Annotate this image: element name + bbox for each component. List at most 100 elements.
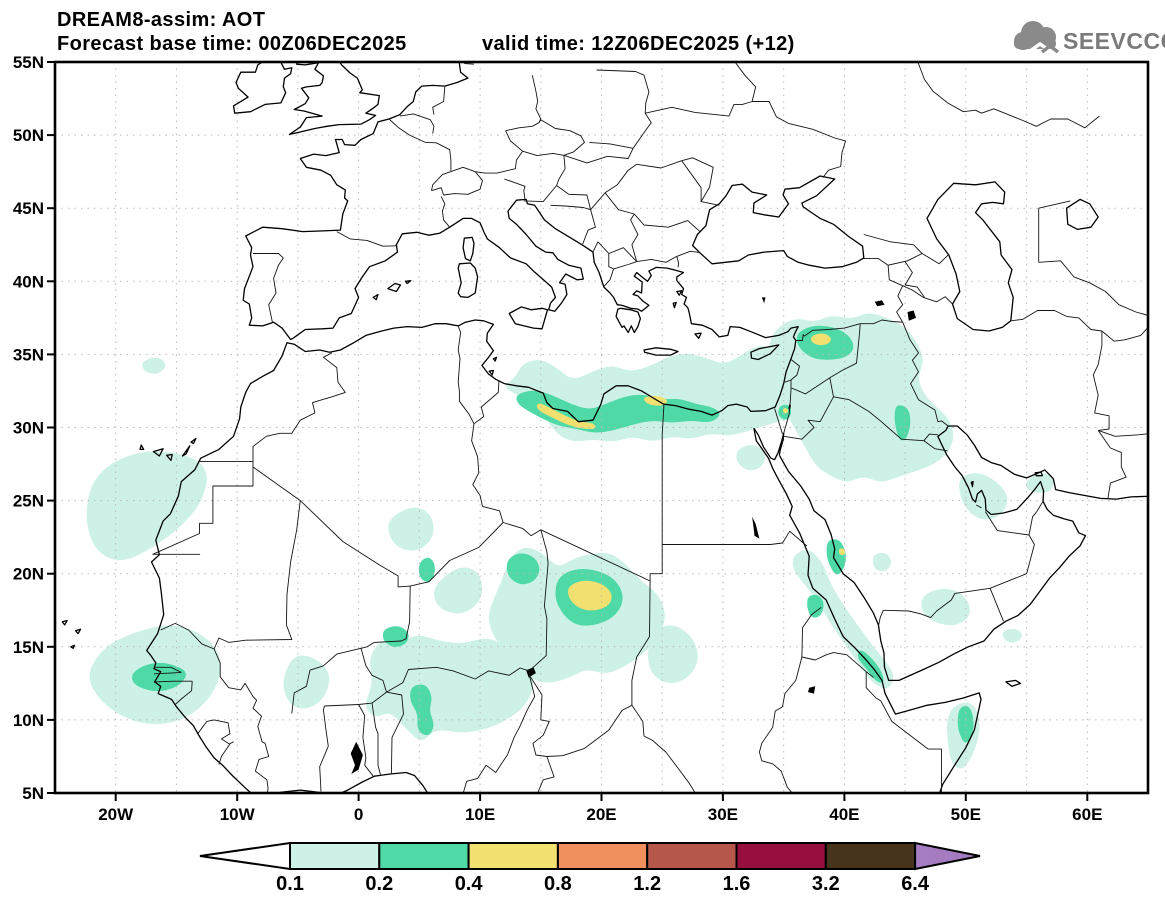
aot-region-light xyxy=(283,655,330,709)
country-border xyxy=(883,587,991,619)
country-border xyxy=(431,166,483,196)
country-border xyxy=(863,234,950,265)
aot-fill-light-layer xyxy=(86,313,1054,769)
colorbar-level-label: 3.2 xyxy=(812,873,840,895)
country-border xyxy=(386,691,404,774)
coastline xyxy=(926,181,1014,332)
aot-region-light xyxy=(505,346,808,442)
coastline xyxy=(1065,198,1099,231)
country-border xyxy=(475,150,523,174)
colorbar-level-label: 1.2 xyxy=(633,873,661,895)
country-border xyxy=(752,101,847,178)
coastline xyxy=(74,628,82,635)
aot-region-light xyxy=(86,451,207,561)
lon-axis: 20W 10W 0 10E 20E 30E 40E 50E 60E xyxy=(98,793,1102,824)
country-border xyxy=(592,241,599,253)
country-border xyxy=(174,681,193,705)
lake xyxy=(761,297,766,304)
aot-region-light xyxy=(792,550,894,689)
country-border xyxy=(984,511,1030,536)
country-border xyxy=(291,647,362,714)
country-border xyxy=(661,403,665,545)
aot-fill-yellow-layer xyxy=(536,333,846,611)
country-border xyxy=(877,610,884,627)
country-border xyxy=(556,185,592,210)
coastline xyxy=(288,62,380,136)
country-border xyxy=(432,86,446,115)
country-border xyxy=(975,504,982,509)
country-border xyxy=(528,529,549,672)
coastline xyxy=(676,290,683,296)
country-border xyxy=(636,160,682,169)
colorbar-level-label: 0.2 xyxy=(365,873,393,895)
country-border xyxy=(902,322,949,427)
country-border xyxy=(523,185,557,203)
lon-tick-label: 0 xyxy=(354,805,363,824)
country-border xyxy=(774,408,783,435)
country-border xyxy=(531,75,542,123)
country-border xyxy=(1098,429,1148,437)
country-border xyxy=(253,253,284,323)
country-border xyxy=(904,261,925,298)
aot-region-light xyxy=(1002,628,1022,643)
country-border xyxy=(636,250,700,263)
lon-tick-label: 40E xyxy=(829,805,859,824)
coastline xyxy=(488,369,495,376)
country-border xyxy=(589,141,634,149)
country-border xyxy=(989,588,1004,622)
country-border xyxy=(505,119,585,157)
lat-tick-label: 35N xyxy=(13,345,44,364)
country-border xyxy=(604,163,637,194)
country-border xyxy=(880,700,942,793)
aot-region-light xyxy=(366,635,534,740)
aot-region-light xyxy=(434,567,483,614)
forecast-base-time-label: Forecast base time: 00Z06DEC2025 xyxy=(57,33,407,55)
coastline xyxy=(492,356,498,362)
coastline xyxy=(181,445,191,457)
country-border xyxy=(790,359,800,381)
aot-region-green xyxy=(807,594,824,618)
aot-region-green xyxy=(132,662,186,692)
coastline xyxy=(508,306,549,330)
coastline xyxy=(292,198,685,339)
aot-region-light xyxy=(736,445,765,471)
coastline xyxy=(462,236,475,262)
country-border xyxy=(596,69,652,149)
colorbar-cell xyxy=(824,842,917,870)
lon-tick-label: 60E xyxy=(1072,805,1102,824)
country-border xyxy=(399,113,435,134)
country-border xyxy=(254,743,270,793)
coastline xyxy=(232,62,293,114)
country-border xyxy=(336,231,398,247)
country-border xyxy=(863,253,923,266)
country-border xyxy=(528,674,550,757)
country-border xyxy=(917,62,1100,129)
country-border xyxy=(833,396,938,442)
lat-tick-label: 10N xyxy=(13,711,44,730)
colorbar-below-min-arrow xyxy=(199,841,291,871)
aot-region-light xyxy=(647,625,698,683)
lat-axis: 55N 50N 45N 40N 35N 30N 25N 20N 15N 10N 5N xyxy=(13,53,55,803)
aot-region-yellow xyxy=(838,548,846,556)
country-border xyxy=(546,704,633,757)
lake xyxy=(350,741,363,774)
lon-tick-label: 10W xyxy=(220,805,256,824)
country-border xyxy=(829,323,861,379)
country-border xyxy=(324,691,387,707)
coastlines-layer xyxy=(61,62,1148,793)
country-border xyxy=(537,756,555,793)
lat-tick-label: 15N xyxy=(13,638,44,657)
country-border xyxy=(410,522,504,587)
country-border xyxy=(252,352,346,462)
country-border xyxy=(783,380,792,434)
lakes-layer xyxy=(350,297,916,774)
country-border xyxy=(152,461,254,555)
colorbar-cell xyxy=(378,842,470,870)
coastline xyxy=(387,282,402,293)
coastline xyxy=(274,771,429,793)
aot-region-green xyxy=(826,539,846,575)
country-border xyxy=(358,704,374,777)
coastline xyxy=(457,262,479,299)
country-border xyxy=(155,680,193,683)
country-border xyxy=(504,178,526,200)
